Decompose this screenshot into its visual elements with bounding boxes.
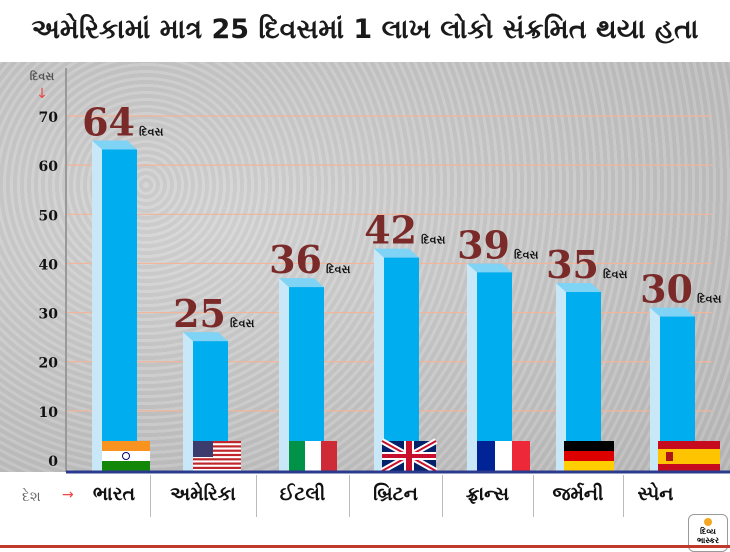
data-label-unit: દિવસ	[326, 262, 350, 276]
category-label: ઈટલી	[279, 483, 326, 505]
y-tick-label: 60	[39, 159, 59, 175]
bar	[102, 149, 137, 471]
category-separator	[256, 475, 257, 517]
bar-top	[279, 278, 324, 288]
bar-side	[92, 140, 102, 471]
category-separator	[442, 475, 443, 517]
category-separator	[623, 475, 624, 517]
y-tick-label: 70	[39, 110, 59, 126]
bar-top	[650, 307, 695, 317]
data-label: 30	[640, 267, 693, 312]
bar	[384, 257, 419, 471]
category-label: બ્રિટન	[373, 483, 418, 505]
bar-top	[467, 263, 512, 273]
usa-flag	[193, 441, 241, 471]
bar-side	[556, 283, 566, 471]
category-label: ભારત	[92, 483, 136, 505]
france-flag	[477, 441, 530, 471]
y-tick-label: 0	[48, 454, 58, 470]
bar-side	[279, 278, 289, 471]
bar-side	[374, 248, 384, 471]
bar-side	[467, 263, 477, 471]
data-label-unit: દિવસ	[139, 125, 163, 139]
category-row: દેશ → ભારત અમેરિકા ઈટલી બ્રિટન ફ્રાન્સ જર્મની…	[0, 475, 730, 520]
y-tick-label: 10	[39, 405, 59, 421]
y-tick-label: 20	[39, 356, 59, 372]
category-separator	[150, 475, 151, 517]
india-flag	[102, 441, 150, 471]
bar	[289, 287, 324, 471]
bar-side	[183, 332, 193, 471]
data-label-unit: દિવસ	[514, 247, 538, 261]
bar	[477, 272, 512, 471]
bottom-rule	[0, 545, 730, 548]
data-label: 42	[364, 208, 417, 253]
data-label-unit: દિવસ	[421, 233, 445, 247]
y-tick-label: 50	[39, 208, 59, 224]
bar-side	[650, 307, 660, 471]
category-label: જર્મની	[552, 483, 604, 505]
data-label-unit: દિવસ	[230, 316, 254, 330]
category-separator	[533, 475, 534, 517]
category-separator	[349, 475, 350, 517]
data-label-unit: દિવસ	[697, 292, 721, 306]
bar-top	[92, 140, 137, 150]
data-label: 39	[457, 222, 510, 267]
data-label: 36	[269, 237, 322, 282]
category-label: સ્પેન	[637, 483, 674, 505]
category-label: અમેરિકા	[170, 483, 236, 505]
arrow-right-icon: →	[62, 487, 74, 503]
data-label: 25	[173, 291, 226, 336]
category-label: ફ્રાન્સ	[465, 483, 510, 505]
bar-top	[374, 248, 419, 258]
arrow-down-icon: ↓	[36, 86, 48, 102]
spain-flag	[658, 441, 720, 472]
x-axis-label: દેશ	[22, 489, 41, 505]
chart-title: અમેરિકામાં માત્ર 25 દિવસમાં 1 લાખ લોકો સ…	[0, 0, 730, 62]
y-tick-label: 30	[39, 307, 59, 323]
data-label-unit: દિવસ	[603, 267, 627, 281]
data-label: 64	[82, 100, 135, 145]
germany-flag	[564, 441, 614, 471]
bar-top	[556, 283, 601, 293]
y-tick-label: 40	[39, 257, 59, 273]
y-axis-label: દિવસ	[30, 69, 54, 83]
data-label: 35	[546, 242, 599, 287]
bar-top	[183, 332, 228, 342]
italy-flag	[289, 441, 337, 471]
uk-flag	[380, 438, 438, 474]
